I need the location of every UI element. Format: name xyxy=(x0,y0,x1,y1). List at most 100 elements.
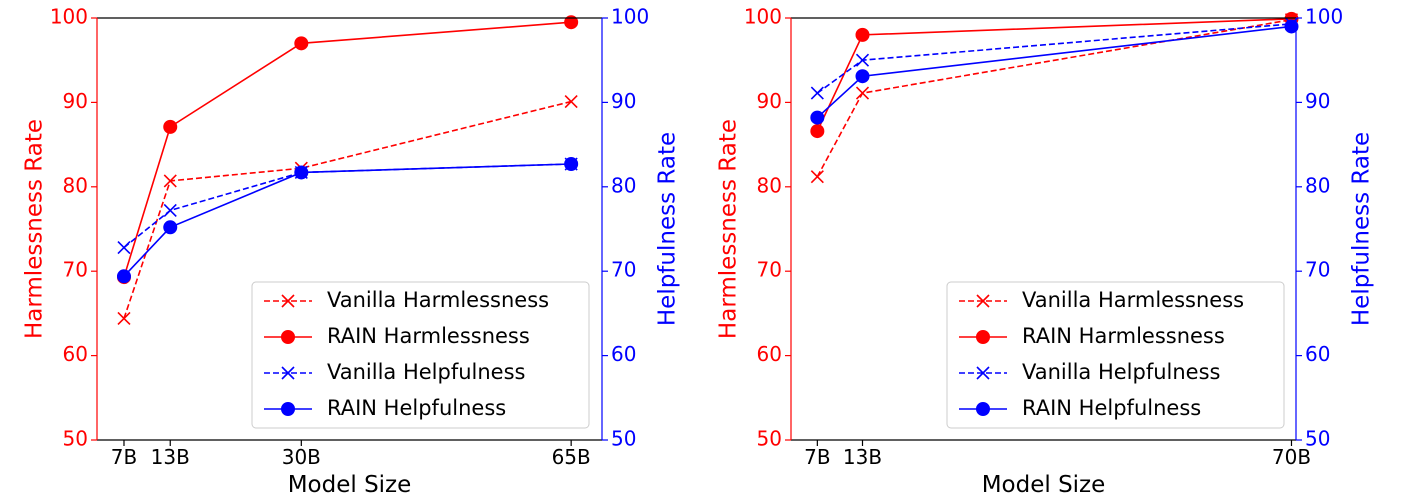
x-tick-label: 13B xyxy=(843,445,882,469)
x-tick-label: 30B xyxy=(282,445,321,469)
chart-panel-2: 50 60 70 80 90 100 50 60 70 80 90 100 7B 13B 70B Model … xyxy=(716,5,1375,497)
series-line-rain-harmlessness xyxy=(123,21,572,278)
data-point-vanilla-harmlessness xyxy=(163,174,177,188)
data-point-rain-helpfulness xyxy=(1284,19,1299,34)
y-tick-left-label: 90 xyxy=(63,89,88,113)
data-point-rain-harmlessness xyxy=(855,27,870,42)
y-tick-right-label: 50 xyxy=(1305,427,1330,451)
legend-label: Vanilla Helpfulness xyxy=(1022,360,1221,384)
legend-label: RAIN Harmlessness xyxy=(327,324,530,348)
y-tick-right-label: 60 xyxy=(611,342,636,366)
data-point-rain-helpfulness xyxy=(116,269,131,284)
x-marker-stroke xyxy=(564,94,578,109)
data-point-rain-harmlessness xyxy=(810,124,825,139)
data-point-vanilla-harmlessness xyxy=(117,311,131,326)
legend-marker xyxy=(281,402,295,416)
x-tick-label: 7B xyxy=(111,445,137,469)
y-tick-right-label: 90 xyxy=(611,89,636,113)
data-point-vanilla-harmlessness xyxy=(810,170,824,184)
series-line-rain-helpfulness xyxy=(816,25,1292,119)
series-line-rain-helpfulness xyxy=(123,163,572,277)
legend-label: RAIN Harmlessness xyxy=(1022,324,1225,348)
data-point-vanilla-helpfulness xyxy=(855,53,870,67)
legend-marker xyxy=(976,294,990,308)
legend-marker xyxy=(281,366,295,380)
legend-marker xyxy=(976,366,990,380)
y-tick-right-label: 50 xyxy=(611,427,636,451)
y-axis-label-right: Helpfulness Rate xyxy=(1349,132,1375,326)
data-point-rain-helpfulness xyxy=(564,157,579,172)
x-tick-label: 13B xyxy=(151,445,190,469)
legend-box xyxy=(946,281,1285,429)
x-axis-label: Model Size xyxy=(982,472,1106,497)
y-tick-left-label: 70 xyxy=(63,258,88,282)
data-point-rain-harmlessness xyxy=(163,119,178,134)
x-marker-stroke xyxy=(976,294,990,308)
legend: Vanilla Harmlessness RAIN Harmlessness Van… xyxy=(946,281,1285,429)
y-tick-right-label: 80 xyxy=(1305,173,1330,197)
y-tick-right-label: 100 xyxy=(1305,5,1343,29)
data-point-rain-helpfulness xyxy=(294,165,309,180)
data-point-rain-harmlessness xyxy=(564,15,579,30)
x-marker-stroke xyxy=(163,174,177,188)
y-tick-left-label: 100 xyxy=(744,5,782,29)
series-line-vanilla-helpfulness xyxy=(123,163,572,249)
x-marker-stroke xyxy=(163,203,177,217)
y-axis-label-right: Helpfulness Rate xyxy=(655,132,681,326)
data-point-rain-harmlessness xyxy=(294,36,309,51)
data-point-vanilla-helpfulness xyxy=(117,241,131,255)
x-marker-stroke xyxy=(976,366,990,380)
x-tick-label: 65B xyxy=(552,445,591,469)
y-tick-right-label: 70 xyxy=(1305,258,1330,282)
legend-marker xyxy=(281,330,295,344)
y-tick-right-label: 90 xyxy=(1305,89,1330,113)
y-tick-left-label: 90 xyxy=(757,89,782,113)
y-tick-left-label: 100 xyxy=(50,5,88,29)
x-marker-stroke xyxy=(117,311,131,326)
series-line-vanilla-harmlessness xyxy=(123,100,572,319)
data-point-rain-helpfulness xyxy=(810,110,825,125)
x-marker-stroke xyxy=(281,366,295,380)
legend-label: Vanilla Harmlessness xyxy=(327,288,549,312)
y-axis-label-left: Harmlessness Rate xyxy=(22,119,48,339)
x-marker-stroke xyxy=(810,86,824,100)
legend-marker xyxy=(976,330,990,344)
x-tick-label: 70B xyxy=(1272,445,1311,469)
legend-marker xyxy=(281,294,295,308)
chart-panel-1: 50 60 70 80 90 100 50 60 70 80 90 100 7B 13B 30B 65B Mod… xyxy=(22,5,681,497)
data-point-rain-helpfulness xyxy=(163,220,178,235)
y-tick-right-label: 80 xyxy=(611,173,636,197)
series-line-rain-harmlessness xyxy=(816,18,1292,132)
y-tick-left-label: 70 xyxy=(757,258,782,282)
data-point-rain-helpfulness xyxy=(855,69,870,84)
legend: Vanilla Harmlessness RAIN Harmlessness Van… xyxy=(251,281,590,429)
data-point-vanilla-helpfulness xyxy=(810,86,824,100)
legend-label: RAIN Helpfulness xyxy=(1022,396,1201,420)
y-tick-right-label: 100 xyxy=(611,5,649,29)
legend-label: RAIN Helpfulness xyxy=(327,396,506,420)
y-axis-label-left: Harmlessness Rate xyxy=(716,119,742,339)
x-tick-label: 7B xyxy=(804,445,830,469)
y-tick-left-label: 50 xyxy=(63,427,88,451)
x-marker-stroke xyxy=(810,170,824,184)
y-tick-left-label: 60 xyxy=(757,342,782,366)
data-point-vanilla-helpfulness xyxy=(163,203,177,217)
x-axis-label: Model Size xyxy=(288,472,412,497)
y-tick-left-label: 60 xyxy=(63,342,88,366)
data-point-vanilla-harmlessness xyxy=(855,86,870,100)
y-tick-right-label: 60 xyxy=(1305,342,1330,366)
legend-box xyxy=(251,281,590,429)
data-point-vanilla-harmlessness xyxy=(564,94,578,109)
y-tick-left-label: 80 xyxy=(757,173,782,197)
x-marker-stroke xyxy=(117,241,131,255)
legend-label: Vanilla Harmlessness xyxy=(1022,288,1244,312)
y-tick-left-label: 50 xyxy=(757,427,782,451)
y-tick-right-label: 70 xyxy=(611,258,636,282)
x-marker-stroke xyxy=(281,294,295,308)
x-marker-stroke xyxy=(855,86,870,100)
legend-marker xyxy=(976,402,990,416)
y-tick-left-label: 80 xyxy=(63,173,88,197)
x-marker-stroke xyxy=(855,53,870,67)
legend-label: Vanilla Helpfulness xyxy=(327,360,526,384)
